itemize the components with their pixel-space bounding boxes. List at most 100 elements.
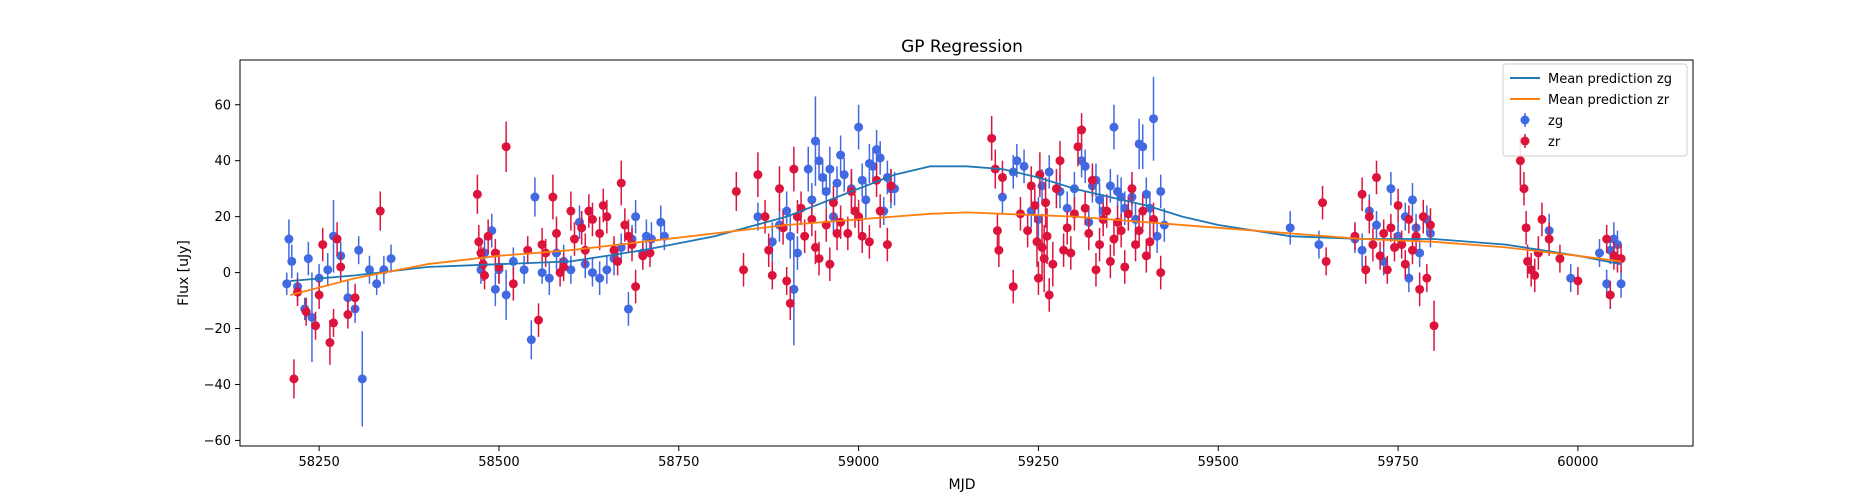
data-point-zr — [1368, 240, 1378, 250]
data-point-zg — [1159, 220, 1169, 230]
data-point-zg — [857, 175, 867, 185]
data-point-zr — [623, 231, 633, 241]
data-point-zr — [814, 254, 824, 264]
data-point-zr — [1055, 156, 1065, 166]
plot-frame — [239, 59, 1694, 447]
data-point-zr — [537, 240, 547, 250]
data-point-zr — [584, 206, 594, 216]
data-point-zr — [332, 234, 342, 244]
data-point-zr — [843, 228, 853, 238]
data-point-zg — [1152, 231, 1162, 241]
data-point-zr — [1397, 240, 1407, 250]
data-point-zr — [1372, 172, 1382, 182]
data-point-zr — [1120, 262, 1130, 272]
data-point-zr — [760, 212, 770, 222]
data-point-zr — [1030, 200, 1040, 210]
data-point-zr — [325, 338, 335, 348]
data-point-zr — [1051, 184, 1061, 194]
data-point-zr — [836, 217, 846, 227]
data-point-zg — [623, 304, 633, 314]
data-point-zr — [483, 231, 493, 241]
chart-title: GP Regression — [901, 37, 1023, 57]
data-point-zr — [1375, 251, 1385, 261]
data-point-zr — [1379, 228, 1389, 238]
data-point-zg — [303, 254, 313, 264]
data-point-zr — [627, 240, 637, 250]
y-tick-label: 40 — [214, 154, 231, 169]
data-point-zr — [620, 220, 630, 230]
data-point-zr — [1026, 181, 1036, 191]
data-point-zr — [1602, 234, 1612, 244]
data-point-zr — [864, 237, 874, 247]
data-point-zr — [476, 248, 486, 258]
y-tick-label: 60 — [214, 98, 231, 113]
data-point-zr — [587, 214, 597, 224]
data-point-zg — [1095, 195, 1105, 205]
data-point-zg — [602, 265, 612, 275]
data-point-zr — [1095, 240, 1105, 250]
data-point-zg — [1357, 245, 1367, 255]
data-point-zr — [318, 240, 328, 250]
data-point-zg — [386, 254, 396, 264]
x-tick-label: 58750 — [658, 455, 699, 470]
data-point-zr — [301, 307, 311, 317]
data-point-zg — [875, 153, 885, 163]
legend-label-zr-line: Mean prediction zr — [1548, 93, 1670, 108]
data-point-zg — [1019, 161, 1029, 171]
data-point-zr — [631, 282, 641, 292]
data-point-zr — [992, 226, 1002, 236]
data-point-zr — [1515, 156, 1525, 166]
data-point-zr — [523, 245, 533, 255]
data-point-zg — [861, 195, 871, 205]
data-point-zr — [1023, 226, 1033, 236]
x-tick-label: 59500 — [1198, 455, 1239, 470]
data-point-zg — [595, 273, 605, 283]
data-point-zr — [1573, 276, 1583, 286]
data-point-zg — [868, 161, 878, 171]
data-point-zr — [534, 315, 544, 325]
data-point-zg — [372, 279, 382, 289]
data-point-zr — [832, 228, 842, 238]
legend-marker-zg — [1520, 115, 1530, 125]
y-axis: −60 −40 −20 0 20 40 60 — [204, 98, 240, 449]
data-point-zg — [1415, 248, 1425, 258]
data-point-zr — [472, 189, 482, 199]
x-tick-label: 58500 — [478, 455, 519, 470]
data-point-zg — [753, 212, 763, 222]
data-point-zg — [997, 192, 1007, 202]
data-point-zg — [1105, 181, 1115, 191]
data-point-zr — [480, 270, 490, 280]
data-point-zr — [1357, 189, 1367, 199]
legend-label-zg-line: Mean prediction zg — [1548, 72, 1672, 87]
data-point-zr — [1415, 284, 1425, 294]
data-point-zg — [566, 265, 576, 275]
data-point-zg — [854, 122, 864, 132]
data-point-zg — [1012, 156, 1022, 166]
data-point-zg — [1285, 223, 1295, 233]
data-point-zr — [474, 237, 484, 247]
data-point-zr — [1523, 256, 1533, 266]
data-point-zr — [551, 228, 561, 238]
data-point-zr — [997, 172, 1007, 182]
data-point-zr — [1102, 206, 1112, 216]
data-point-zr — [1033, 273, 1043, 283]
data-point-zr — [807, 214, 817, 224]
data-point-zg — [357, 374, 367, 384]
mean-prediction-zg-line — [290, 165, 1622, 282]
data-point-zr — [1048, 259, 1058, 269]
legend-marker-zr — [1520, 136, 1530, 146]
data-point-zr — [1364, 212, 1374, 222]
data-point-zg — [818, 172, 828, 182]
y-tick-label: 20 — [214, 210, 231, 225]
data-point-zr — [1521, 223, 1531, 233]
data-point-zr — [1389, 242, 1399, 252]
data-point-zr — [501, 142, 511, 152]
data-point-zg — [872, 145, 882, 155]
data-point-zr — [1404, 214, 1414, 224]
series-zr — [289, 113, 1626, 399]
data-point-zr — [1042, 231, 1052, 241]
data-point-zg — [519, 265, 529, 275]
data-point-zg — [1149, 114, 1159, 124]
data-point-zr — [289, 374, 299, 384]
